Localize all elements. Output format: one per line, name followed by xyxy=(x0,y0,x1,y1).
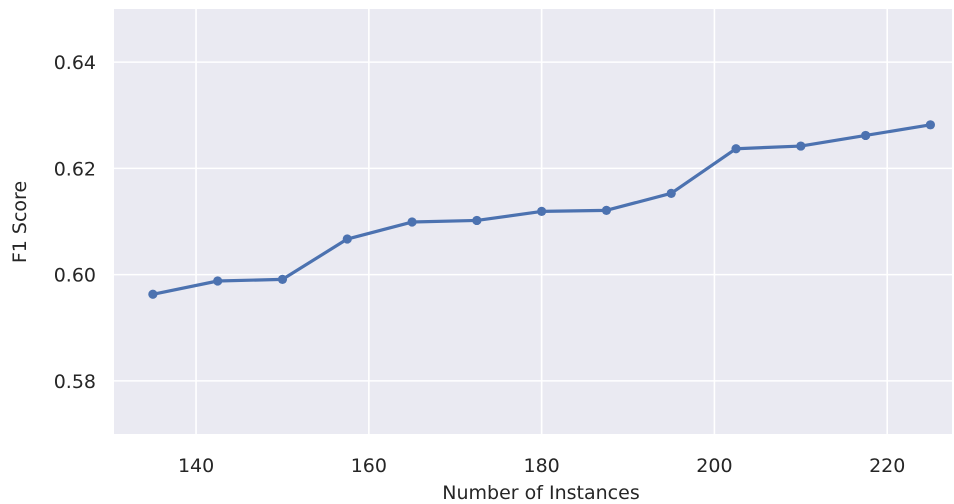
data-point xyxy=(537,206,547,217)
x-tick-labels: 140 160 180 200 220 xyxy=(178,455,905,477)
data-point xyxy=(861,130,871,141)
y-tick-label: 0.60 xyxy=(54,265,96,287)
plot-area xyxy=(114,9,952,434)
data-point xyxy=(925,120,936,130)
data-point xyxy=(407,217,417,227)
data-point xyxy=(472,215,482,226)
data-point xyxy=(796,141,806,151)
x-axis-label: Number of Instances xyxy=(442,482,639,504)
data-point xyxy=(731,144,741,154)
data-point xyxy=(213,276,223,286)
y-tick-label: 0.64 xyxy=(54,52,96,74)
y-tick-labels: 0.58 0.60 0.62 0.64 xyxy=(54,52,96,393)
y-tick-label: 0.62 xyxy=(54,158,96,180)
grid xyxy=(114,9,952,434)
x-tick-label: 140 xyxy=(178,455,214,477)
data-point xyxy=(666,188,676,198)
x-tick-label: 220 xyxy=(869,455,905,477)
x-tick-label: 160 xyxy=(351,455,387,477)
y-tick-label: 0.58 xyxy=(54,371,96,393)
data-point xyxy=(277,274,288,285)
x-tick-label: 180 xyxy=(524,455,560,477)
x-tick-label: 200 xyxy=(696,455,732,477)
data-point xyxy=(148,289,158,299)
y-axis-label: F1 Score xyxy=(9,181,31,263)
data-point xyxy=(342,234,352,244)
data-point xyxy=(601,205,612,215)
series-line-group xyxy=(148,120,936,299)
